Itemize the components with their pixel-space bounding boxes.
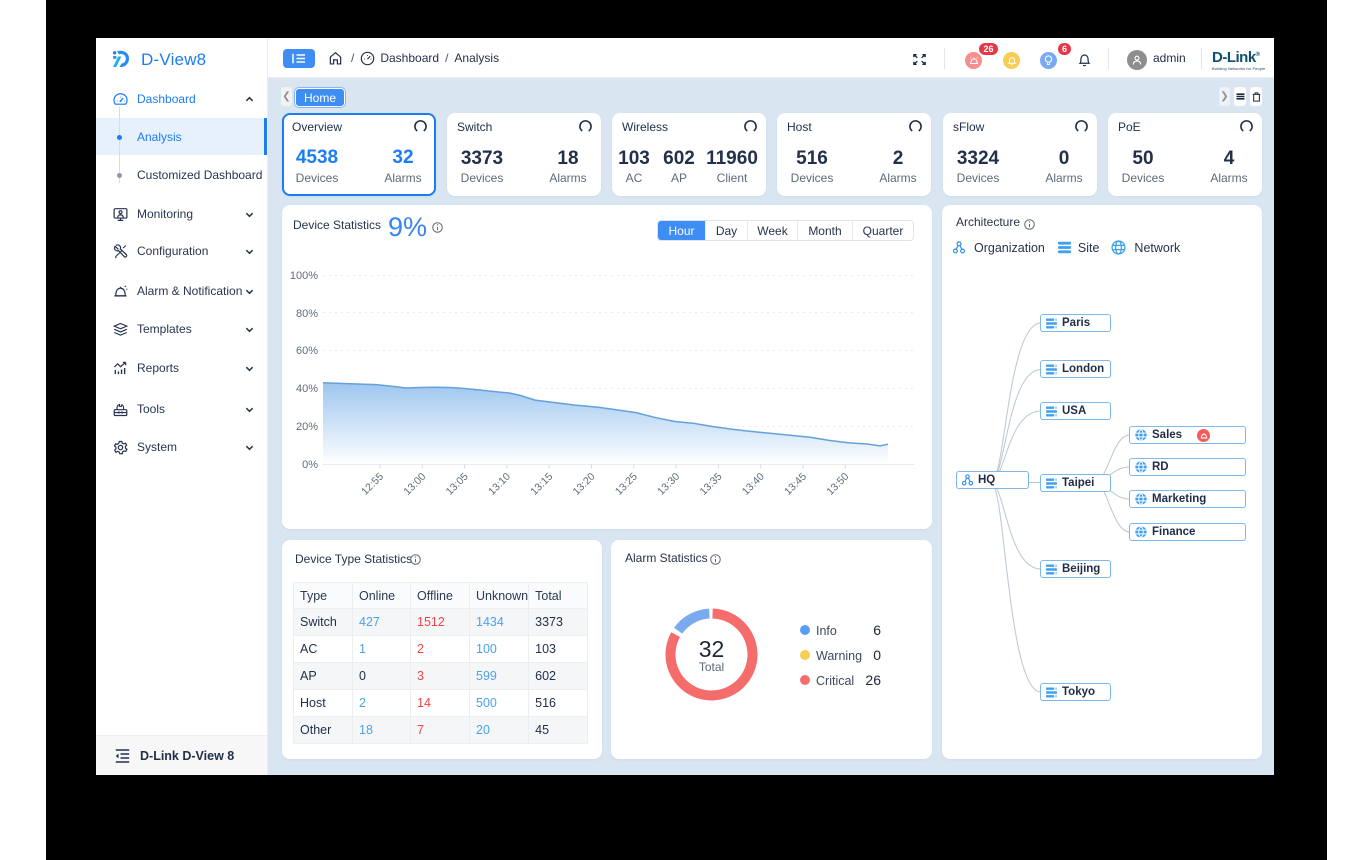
svg-text:13:30: 13:30 (655, 471, 682, 498)
svg-text:0%: 0% (302, 459, 318, 471)
svg-text:13:35: 13:35 (697, 471, 724, 498)
svg-text:13:00: 13:00 (401, 471, 428, 498)
svg-text:13:15: 13:15 (528, 471, 555, 498)
svg-text:13:45: 13:45 (782, 471, 809, 498)
svg-text:12:55: 12:55 (359, 471, 386, 498)
svg-text:13:40: 13:40 (740, 471, 767, 498)
svg-text:13:25: 13:25 (613, 471, 640, 498)
svg-text:13:10: 13:10 (486, 471, 513, 498)
svg-text:100%: 100% (290, 270, 318, 282)
svg-text:13:20: 13:20 (571, 471, 598, 498)
svg-text:80%: 80% (296, 308, 318, 320)
svg-text:20%: 20% (296, 421, 318, 433)
svg-text:60%: 60% (296, 345, 318, 357)
svg-text:40%: 40% (296, 383, 318, 395)
svg-text:13:05: 13:05 (444, 471, 471, 498)
svg-text:13:50: 13:50 (824, 471, 851, 498)
